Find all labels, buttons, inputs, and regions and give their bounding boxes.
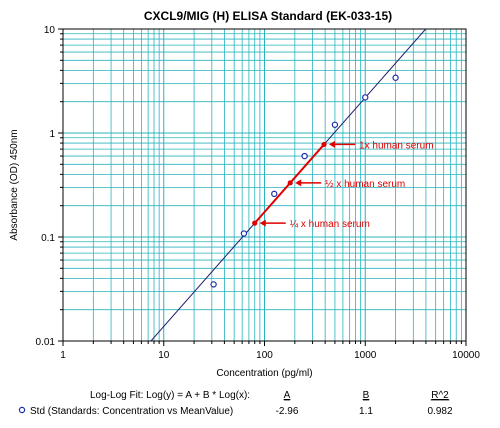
data-point — [240, 230, 248, 237]
x-tick-label: 10000 — [452, 350, 480, 361]
annotation-dot — [321, 141, 327, 148]
annotation-dot — [252, 220, 258, 226]
y-axis-label: Absorbance (OD) 450nm — [9, 129, 20, 240]
data-point — [392, 74, 399, 81]
annotation-dot — [287, 180, 293, 186]
y-tick-label: 1 — [49, 129, 55, 140]
annotation-label: 1x human serum — [359, 140, 433, 151]
legend-marker — [18, 406, 26, 414]
data-point — [301, 152, 308, 160]
y-tick-label: 10 — [44, 25, 56, 36]
x-tick-label: 100 — [256, 350, 273, 361]
x-tick-label: 10 — [158, 350, 170, 361]
annotation-label: ¼ x human serum — [290, 218, 370, 230]
data-point — [362, 94, 369, 101]
y-tick-label: 0.1 — [41, 233, 55, 244]
fit-value: 1.1 — [359, 406, 373, 417]
legend-label: Std (Standards: Concentration vs MeanVal… — [30, 406, 233, 417]
annotation-arrowhead — [295, 179, 302, 187]
fit-equation: Log-Log Fit: Log(y) = A + B * Log(x): — [90, 390, 250, 401]
x-axis-label: Concentration (pg/ml) — [216, 368, 312, 379]
fit-value: 0.982 — [427, 406, 452, 417]
y-tick-label: 0.01 — [36, 337, 56, 348]
x-tick-label: 1 — [60, 350, 66, 361]
chart-title: CXCL9/MIG (H) ELISA Standard (EK-033-15) — [144, 9, 392, 23]
annotation-arrowhead — [329, 140, 336, 148]
data-point — [331, 121, 339, 128]
x-tick-label: 1000 — [354, 350, 377, 361]
fit-header: R^2 — [431, 390, 449, 401]
annotation-label: ½ x human serum — [325, 179, 405, 190]
fit-value: -2.96 — [276, 406, 299, 417]
fit-header: A — [284, 390, 291, 401]
annotation-arrowhead — [259, 219, 266, 227]
data-point — [271, 190, 278, 198]
fit-header: B — [363, 390, 370, 401]
data-point — [210, 281, 217, 288]
